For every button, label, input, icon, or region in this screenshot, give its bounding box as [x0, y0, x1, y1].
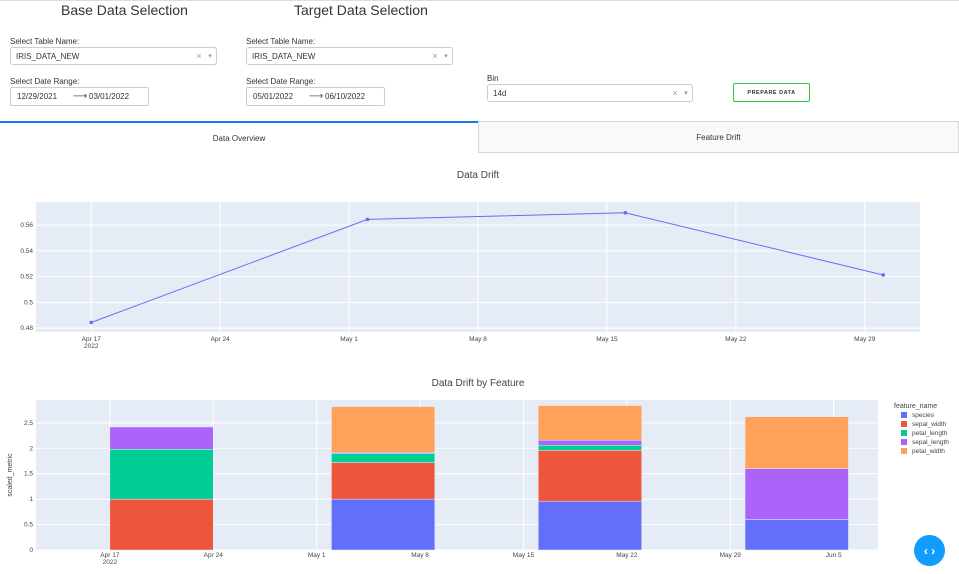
chevron-down-icon[interactable]: ▾: [684, 90, 688, 97]
chart-title: Data Drift by Feature: [432, 378, 525, 389]
bar-segment: [331, 406, 436, 453]
bar-segment: [109, 498, 214, 551]
legend-entry: sepal_length: [912, 439, 949, 446]
bar-segment: [331, 498, 436, 551]
y-tick-label: 1.5: [24, 471, 33, 478]
legend-swatch: [901, 412, 907, 418]
x-tick-label: May 15: [513, 552, 535, 559]
legend-entry: petal_length: [912, 430, 948, 437]
base-end-date[interactable]: 03/01/2022: [89, 92, 130, 101]
x-tick-label: Apr 17: [100, 552, 120, 559]
base-table-select[interactable]: IRIS_DATA_NEW × ▾: [10, 47, 217, 65]
y-tick-label: 0.48: [20, 325, 33, 332]
bar-segment: [744, 416, 849, 469]
legend-swatch: [901, 448, 907, 454]
x-tick-label: Apr 24: [211, 336, 231, 343]
bin-value: 14d: [493, 88, 507, 98]
y-tick-label: 0: [29, 547, 33, 554]
x-tick-label: May 22: [725, 336, 747, 343]
y-tick-label: 0.5: [24, 299, 33, 306]
target-date-range[interactable]: 05/01/2022 ⟶ 06/10/2022: [246, 87, 385, 106]
tab-data-overview[interactable]: Data Overview: [0, 121, 478, 153]
target-table-label: Select Table Name:: [246, 37, 316, 46]
clear-icon[interactable]: ×: [196, 51, 202, 61]
legend-title: feature_name: [894, 403, 937, 410]
data-point: [881, 273, 885, 277]
y-axis-label: scaled_metric: [7, 453, 14, 497]
x-tick-label: May 29: [854, 336, 876, 343]
tab-feature-drift[interactable]: Feature Drift: [478, 121, 959, 153]
target-date-label: Select Date Range:: [246, 77, 316, 86]
bar-segment: [109, 426, 214, 450]
arrow-right-icon: ⟶: [309, 91, 324, 102]
base-start-date[interactable]: 12/29/2021: [17, 92, 58, 101]
y-tick-label: 0.52: [20, 274, 33, 281]
data-point: [89, 320, 94, 325]
bin-label: Bin: [487, 74, 499, 83]
x-tick-year: 2022: [84, 343, 99, 350]
code-icon: ‹ ›: [923, 543, 936, 558]
code-toggle-button[interactable]: ‹ ›: [914, 535, 945, 566]
bin-select[interactable]: 14d × ▾: [487, 84, 693, 102]
bar-segment: [109, 449, 214, 500]
chevron-down-icon[interactable]: ▾: [444, 53, 448, 60]
top-border: [0, 0, 959, 1]
x-tick-label: May 22: [616, 552, 638, 559]
base-date-range[interactable]: 12/29/2021 ⟶ 03/01/2022: [10, 87, 149, 106]
base-table-value: IRIS_DATA_NEW: [16, 51, 80, 61]
bar-segment: [331, 462, 436, 500]
base-date-label: Select Date Range:: [10, 77, 80, 86]
legend-swatch: [901, 439, 907, 445]
data-drift-line-chart[interactable]: Data Drift Apr 17 Apr 24 May 1 May 8 May 15 Ma…: [0, 160, 959, 360]
bar-segment: [744, 468, 849, 520]
legend-swatch: [901, 430, 907, 436]
bar-segment: [331, 453, 436, 463]
series-line: [91, 212, 884, 323]
bar-segment: [537, 439, 642, 446]
legend-entry: species: [912, 412, 935, 419]
x-tick-label: May 8: [469, 336, 487, 343]
legend-entry: sepal_width: [912, 421, 947, 428]
target-end-date[interactable]: 06/10/2022: [325, 92, 366, 101]
bar-segment: [537, 445, 642, 451]
y-tick-label: 1: [29, 496, 33, 503]
bar-segment: [537, 450, 642, 502]
arrow-right-icon: ⟶: [73, 91, 88, 102]
x-tick-label: Apr 17: [82, 336, 102, 343]
target-table-select[interactable]: IRIS_DATA_NEW × ▾: [246, 47, 453, 65]
chevron-down-icon[interactable]: ▾: [208, 53, 212, 60]
base-section-title: Base Data Selection: [61, 2, 188, 18]
bar-segment: [537, 405, 642, 441]
y-tick-label: 2: [29, 445, 33, 452]
legend-entry: petal_width: [912, 448, 945, 455]
clear-icon[interactable]: ×: [672, 88, 678, 98]
clear-icon[interactable]: ×: [432, 51, 438, 61]
x-tick-label: May 1: [308, 552, 326, 559]
x-tick-label: May 15: [596, 336, 618, 343]
x-tick-label: Jun 5: [826, 552, 842, 559]
data-point: [623, 211, 628, 215]
bar-segment: [744, 519, 849, 551]
target-section-title: Target Data Selection: [294, 2, 428, 18]
base-table-label: Select Table Name:: [10, 37, 80, 46]
prepare-data-button[interactable]: PREPARE DATA: [733, 83, 810, 102]
tab-bar: Data Overview Feature Drift: [0, 121, 959, 153]
target-start-date[interactable]: 05/01/2022: [253, 92, 294, 101]
y-tick-label: 0.54: [20, 248, 33, 255]
legend-swatch: [901, 421, 907, 427]
y-tick-label: 0.56: [20, 222, 33, 229]
data-drift-by-feature-bar-chart[interactable]: Data Drift by Feature 0 0.5 1 1.5 2 2.5 scaled_…: [0, 370, 959, 574]
target-table-value: IRIS_DATA_NEW: [252, 51, 316, 61]
x-tick-label: May 8: [411, 552, 429, 559]
chart-title: Data Drift: [457, 170, 499, 181]
data-point: [365, 217, 370, 222]
y-tick-label: 2.5: [24, 420, 33, 427]
y-tick-label: 0.5: [24, 522, 33, 529]
bar-segment: [537, 500, 642, 551]
x-tick-label: May 1: [340, 336, 358, 343]
x-tick-label: May 29: [720, 552, 742, 559]
x-tick-year: 2022: [103, 559, 118, 566]
x-tick-label: Apr 24: [204, 552, 224, 559]
